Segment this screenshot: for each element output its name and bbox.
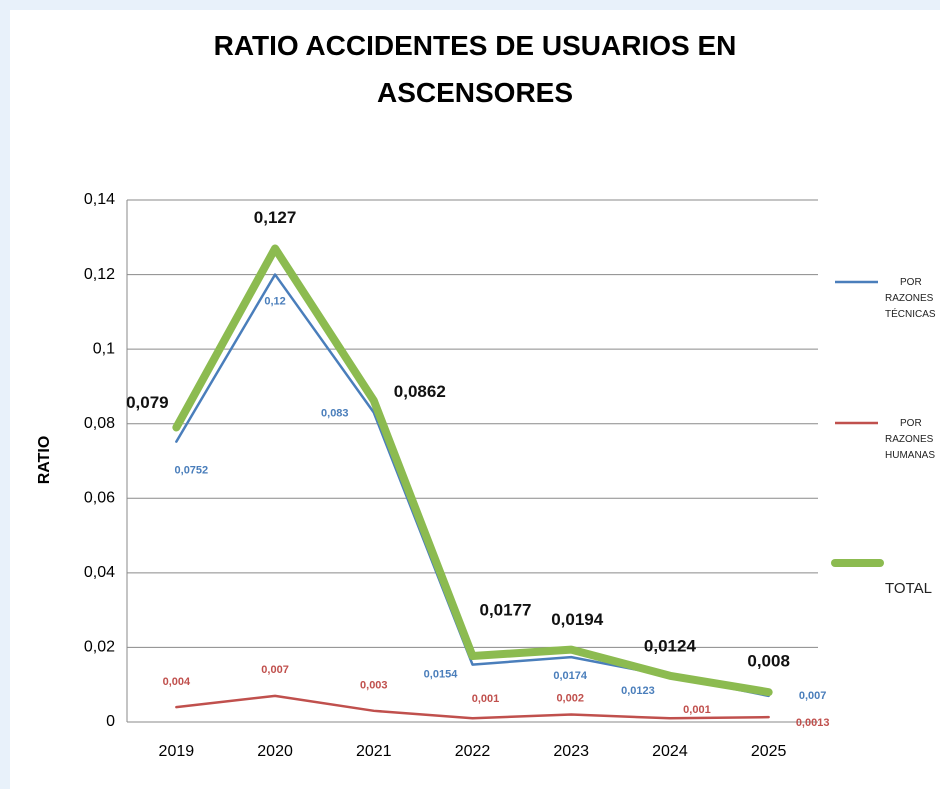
x-tick-label: 2021 (356, 743, 392, 760)
y-tick-label: 0,1 (93, 340, 115, 357)
y-axis-label: RATIO (36, 436, 53, 485)
data-label: 0,008 (747, 652, 790, 671)
y-tick-label: 0,06 (84, 490, 115, 507)
data-label: 0,001 (683, 704, 711, 716)
chart-panel: RATIO ACCIDENTES DE USUARIOS EN ASCENSOR… (10, 10, 940, 789)
y-tick-label: 0,02 (84, 639, 115, 656)
data-label: 0,001 (472, 693, 500, 705)
data-label: 0,0154 (424, 668, 459, 680)
y-tick-label: 0,12 (84, 266, 115, 283)
data-label: 0,0013 (796, 717, 830, 729)
data-label: 0,007 (261, 664, 289, 676)
data-label: 0,002 (556, 692, 584, 704)
y-tick-label: 0,08 (84, 415, 115, 432)
x-tick-label: 2019 (159, 743, 195, 760)
data-label: 0,0123 (621, 685, 655, 697)
series-line (175, 694, 770, 720)
y-tick-label: 0 (106, 713, 115, 730)
series-line (175, 273, 770, 698)
legend-label: POR RAZONES HUMANAS (885, 418, 936, 461)
data-label: 0,083 (321, 407, 349, 419)
data-label: 0,0124 (644, 636, 697, 655)
y-tick-label: 0,14 (84, 191, 115, 208)
data-label: 0,12 (264, 295, 285, 307)
x-tick-label: 2024 (652, 743, 688, 760)
legend-label: TOTAL (885, 580, 932, 597)
y-tick-label: 0,04 (84, 564, 115, 581)
series-line (172, 244, 773, 697)
data-label: 0,079 (126, 393, 169, 412)
x-tick-label: 2025 (751, 743, 787, 760)
data-label: 0,0194 (551, 610, 604, 629)
x-tick-label: 2023 (553, 743, 589, 760)
x-tick-label: 2020 (257, 743, 293, 760)
legend-label: POR RAZONES TÉCNICAS (885, 277, 936, 320)
chart-title: RATIO ACCIDENTES DE USUARIOS EN ASCENSOR… (213, 30, 737, 108)
data-label: 0,0862 (394, 382, 446, 401)
data-label: 0,127 (254, 208, 297, 227)
data-label: 0,004 (163, 676, 191, 688)
data-label: 0,007 (799, 690, 827, 702)
data-label: 0,003 (360, 680, 388, 692)
data-label: 0,0174 (553, 670, 588, 682)
data-label: 0,0752 (175, 465, 209, 477)
x-tick-label: 2022 (455, 743, 491, 760)
chart: 0 0,02 0,04 0,06 0,08 0,1 0,12 0,14 RATIO 2019 202… (36, 191, 884, 760)
data-label: 0,0177 (480, 600, 532, 619)
